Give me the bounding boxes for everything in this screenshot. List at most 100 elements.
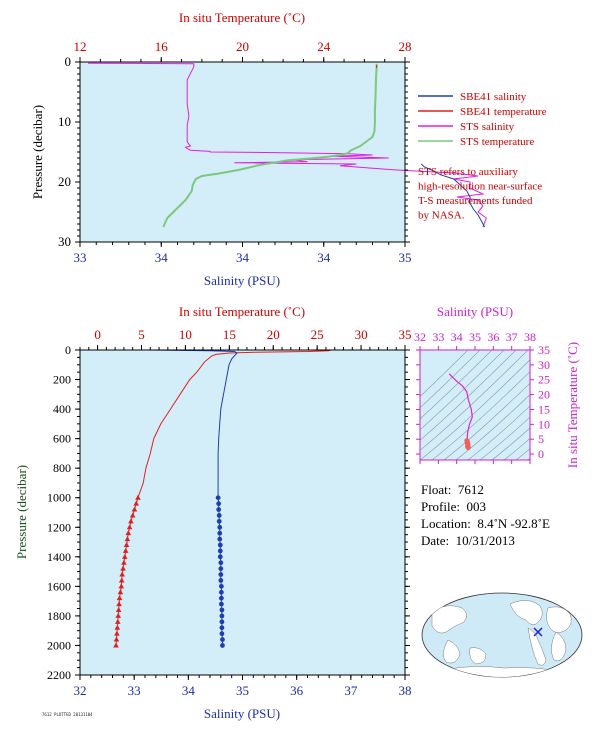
- ts-sal-tick-label: 37: [506, 330, 518, 344]
- date-row: Date: 10/31/2013: [421, 532, 550, 549]
- ts-temp-tick-label: 5: [538, 432, 544, 446]
- ts-temp-tick-label: 10: [538, 417, 550, 431]
- near-surface-sal-tick-label: 34: [236, 250, 250, 265]
- near-surface-sal-tick-label: 34: [317, 250, 331, 265]
- ts-temp-tick-label: 15: [538, 402, 550, 416]
- float-label: Float:: [421, 482, 452, 497]
- temperature-marker: [128, 518, 134, 524]
- density-contour: [420, 350, 469, 398]
- salinity-marker: [219, 613, 225, 619]
- temperature-marker: [125, 530, 132, 536]
- density-contour: [420, 350, 529, 451]
- near-surface-pressure-axis-label: Pressure (decibar): [30, 105, 45, 199]
- salinity-marker: [219, 619, 225, 625]
- near-surface-sal-tick-label: 34: [155, 250, 169, 265]
- full-profile-pressure-tick-label: 2200: [47, 668, 71, 682]
- sts-note: STS refers to auxiliary high-resolution n…: [418, 166, 542, 222]
- legend-label: SBE41 salinity: [460, 91, 527, 103]
- near-surface-temp-tick-label: 16: [155, 39, 169, 54]
- near-surface-series-sbe41-salinity: [420, 163, 486, 228]
- ts-temperature-axis-label: In situ Temperature (˚C): [565, 342, 580, 468]
- temperature-marker: [135, 494, 141, 500]
- salinity-marker: [220, 637, 225, 642]
- full-profile-axes: 0 5 10 15 20 25 30 35 32 33 34 35 36 37 38 0 200 400 600 80…: [47, 327, 412, 698]
- full-profile-pressure-tick-label: 1600: [47, 579, 71, 593]
- full-profile-pressure-tick-label: 1800: [47, 609, 71, 623]
- near-surface-temp-tick-label: 12: [74, 39, 87, 54]
- near-surface-axes: 12 16 20 24 28 33 34 34 34 35 0 10 20 30: [58, 39, 412, 265]
- near-surface-series: [88, 62, 487, 228]
- full-profile-plot-area: [80, 350, 405, 675]
- density-contour: [491, 427, 530, 460]
- salinity-marker: [217, 542, 223, 548]
- location-row: Location: 8.4˚N -92.8˚E: [421, 515, 550, 532]
- full-profile-pressure-axis-label: Pressure (decibar): [14, 465, 29, 559]
- near-surface-pressure-tick-label: 0: [65, 54, 72, 69]
- temperature-marker: [114, 630, 120, 636]
- salinity-marker: [218, 572, 224, 577]
- full-profile-salinity-axis-label: Salinity (PSU): [204, 706, 280, 721]
- temperature-marker: [131, 506, 138, 512]
- full-profile-sal-tick-label: 38: [399, 683, 412, 698]
- ts-temp-tick-label: 0: [538, 447, 544, 461]
- map-land: [431, 600, 572, 677]
- near-surface-sal-tick-label: 33: [74, 250, 87, 265]
- salinity-marker: [220, 643, 225, 648]
- density-contour: [420, 350, 493, 420]
- full-profile-pressure-tick-label: 0: [65, 343, 71, 357]
- temperature-marker: [133, 500, 140, 506]
- salinity-marker: [218, 560, 224, 566]
- note-line: STS refers to auxiliary: [418, 166, 518, 178]
- ts-density-contours: [420, 350, 530, 460]
- full-profile-panel: 0 5 10 15 20 25 30 35 32 33 34 35 36 37 38 0 200 400 600 80…: [14, 304, 412, 721]
- near-surface-salinity-axis-label: Salinity (PSU): [204, 273, 280, 288]
- legend-label: STS temperature: [460, 136, 534, 148]
- ts-salinity-axis-label: Salinity (PSU): [437, 304, 513, 319]
- profile-label: Profile:: [421, 499, 460, 514]
- salinity-marker: [217, 536, 223, 542]
- full-profile-pressure-tick-label: 200: [53, 373, 71, 387]
- near-surface-temp-tick-label: 20: [236, 39, 249, 54]
- temperature-marker: [123, 542, 130, 547]
- near-surface-temperature-axis-label: In situ Temperature (˚C): [179, 10, 305, 25]
- salinity-marker: [218, 595, 224, 601]
- full-profile-pressure-tick-label: 1000: [47, 491, 71, 505]
- profile-row: Profile: 003: [421, 498, 550, 515]
- salinity-marker: [219, 625, 225, 631]
- salinity-marker: [217, 548, 223, 554]
- near-surface-temp-tick-label: 24: [317, 39, 331, 54]
- full-profile-sal-tick-label: 34: [182, 683, 196, 698]
- temperature-marker: [122, 547, 129, 553]
- near-surface-sal-tick-label: 35: [399, 250, 412, 265]
- temperature-marker: [121, 559, 127, 565]
- legend: SBE41 salinity SBE41 temperature STS salin…: [418, 91, 547, 148]
- density-contour: [431, 371, 530, 460]
- density-contour: [420, 350, 517, 441]
- salinity-marker: [218, 583, 224, 589]
- note-line: T-S measurements funded: [418, 195, 533, 207]
- location-label: Location:: [421, 516, 471, 531]
- temperature-marker: [116, 595, 123, 601]
- temperature-marker: [129, 512, 136, 518]
- full-profile-temperature-axis-label: In situ Temperature (˚C): [179, 304, 305, 319]
- density-contour: [443, 382, 530, 460]
- full-profile-series-sbe41-temperature: [137, 349, 332, 498]
- full-profile-pressure-tick-label: 800: [53, 461, 71, 475]
- ts-sal-tick-label: 34: [451, 330, 463, 344]
- temperature-marker: [118, 577, 125, 583]
- ts-deep-point: [465, 444, 471, 450]
- full-profile-temp-tick-label: 25: [311, 327, 324, 342]
- full-profile-pressure-tick-label: 2000: [47, 638, 71, 652]
- near-surface-series-sts-temperature: [162, 63, 378, 228]
- ts-temp-tick-label: 35: [538, 343, 550, 357]
- temperature-marker: [114, 618, 121, 624]
- temperature-marker: [126, 524, 133, 530]
- full-profile-pressure-tick-label: 600: [53, 432, 71, 446]
- location-value: 8.4˚N -92.8˚E: [477, 516, 550, 531]
- density-contour: [420, 359, 530, 460]
- footer-stamp: 7612 PLOTTED 20131104: [42, 712, 93, 717]
- density-contour: [479, 416, 530, 460]
- full-profile-sal-tick-label: 37: [344, 683, 358, 698]
